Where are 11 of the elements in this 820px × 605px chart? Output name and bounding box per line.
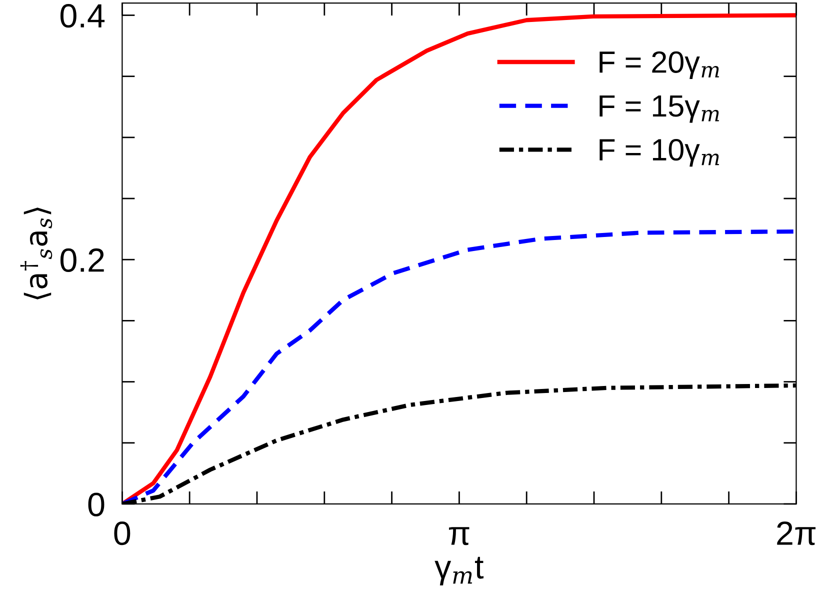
- legend-label: F = 15γ$_{m}$: [600, 95, 720, 123]
- x-tick-label: π: [448, 527, 470, 546]
- x-axis-title: γ$_{m}$t: [434, 556, 484, 586]
- y-axis-title: ⟨a$^{†}$$_{s}$a$_{s}$⟩: [20, 208, 52, 300]
- x-tick-label: 0: [114, 522, 130, 546]
- y-tick-label: 0: [88, 492, 104, 516]
- y-tick-label: 0.4: [60, 4, 105, 28]
- y-tick-label: 0.2: [60, 248, 104, 272]
- legend-label: F = 20γ$_{m}$: [600, 51, 720, 79]
- x-tick-label: 2π: [777, 522, 816, 546]
- legend-label: F = 10γ$_{m}$: [600, 138, 720, 167]
